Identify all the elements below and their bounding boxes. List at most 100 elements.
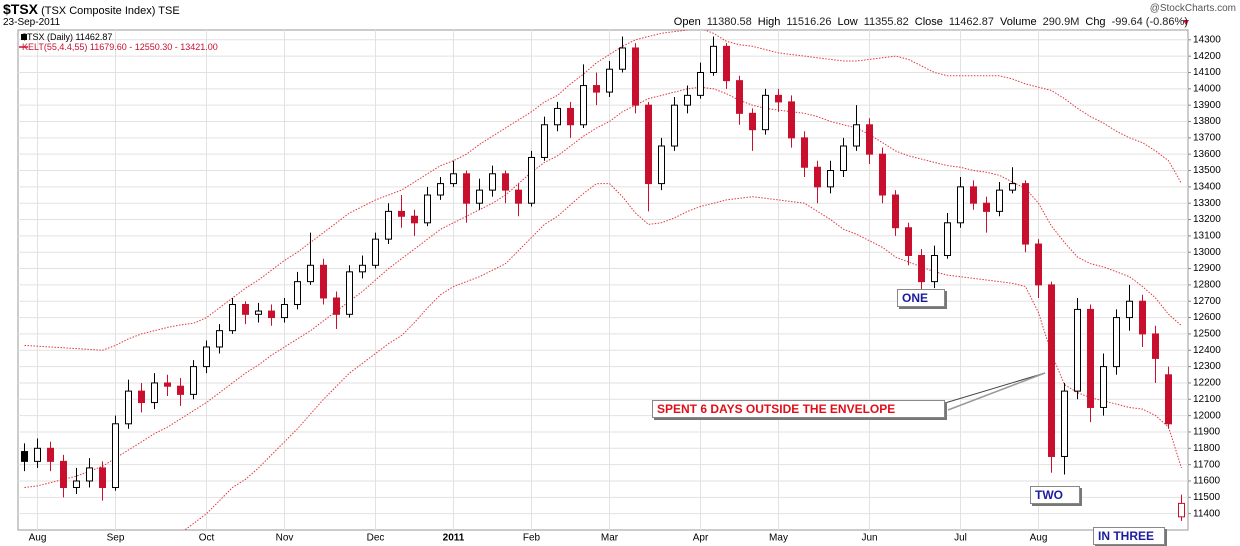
candle-body: [1087, 308, 1094, 408]
candle-body: [450, 173, 457, 185]
candle-body: [346, 271, 353, 315]
candle-body: [281, 304, 288, 319]
candle-body: [424, 194, 431, 224]
candle-body: [840, 145, 847, 172]
y-tick-label: 12600: [1193, 312, 1221, 323]
candle-body: [528, 156, 535, 204]
candle-body: [723, 45, 730, 82]
candle-body: [814, 166, 821, 188]
candle-body: [970, 186, 977, 204]
candle-body: [983, 202, 990, 212]
candle-body: [229, 304, 236, 332]
candle-body: [567, 107, 574, 126]
candle-body: [60, 460, 67, 489]
candle-body: [788, 101, 795, 139]
candle-body: [684, 94, 691, 106]
stat-label: Low: [837, 16, 858, 28]
candle-body: [866, 124, 873, 155]
candle-body: [541, 124, 548, 158]
legend-entry: KELT(55,4.4,55) 11679.60 - 12550.30 - 13…: [22, 42, 218, 52]
date: 23-Sep-2011: [3, 17, 61, 28]
y-tick-label: 11500: [1193, 492, 1221, 503]
candle-body: [1074, 308, 1081, 392]
stat-label: Open: [673, 16, 701, 28]
stat-label: Chg: [1085, 16, 1106, 28]
candle-body: [957, 186, 964, 224]
candle-body: [944, 222, 951, 256]
candle-body: [606, 68, 613, 93]
y-tick-label: 14200: [1193, 51, 1221, 62]
candle-body: [359, 264, 366, 273]
candle-body: [879, 153, 886, 196]
candle-body: [554, 107, 561, 126]
candle-body: [307, 264, 314, 283]
candle-body: [801, 137, 808, 168]
legend-entry: $TSX (Daily) 11462.87: [22, 32, 113, 42]
y-tick-label: 12100: [1193, 394, 1221, 405]
annotation: SPENT 6 DAYS OUTSIDE THE ENVELOPE: [652, 400, 945, 418]
x-tick-label: Dec: [367, 533, 385, 544]
y-tick-label: 13500: [1193, 165, 1221, 176]
stat-label: Volume: [999, 16, 1037, 28]
candle-body: [1035, 243, 1042, 286]
y-tick-label: 13600: [1193, 149, 1221, 160]
candle-body: [203, 346, 210, 368]
x-tick-label: Aug: [29, 533, 47, 544]
overlay-line: [184, 183, 1182, 530]
candle-body: [398, 210, 405, 217]
candle-body: [619, 47, 626, 70]
y-tick-label: 13200: [1193, 214, 1221, 225]
candle-body: [853, 124, 860, 147]
candle-body: [86, 467, 93, 482]
stat-value: 11355.82: [863, 16, 909, 28]
stat-value: 11462.87: [948, 16, 994, 28]
candle-body: [645, 104, 652, 185]
x-tick-label: May: [769, 533, 788, 544]
y-tick-label: 13700: [1193, 132, 1221, 143]
y-tick-label: 11700: [1193, 459, 1221, 470]
candle-body: [632, 47, 639, 106]
candle-body: [216, 330, 223, 348]
y-tick-label: 11400: [1193, 508, 1221, 519]
candle-body: [47, 447, 54, 462]
candle-body: [658, 145, 665, 185]
x-tick-label: Sep: [107, 533, 125, 544]
candle-body: [1048, 284, 1055, 457]
candle-body: [671, 104, 678, 147]
candle-body: [1100, 366, 1107, 408]
candle-body: [1126, 300, 1133, 319]
y-tick-label: 14300: [1193, 34, 1221, 45]
stat-value: 11380.58: [706, 16, 752, 28]
candle-body: [294, 281, 301, 306]
stats: Open 11380.58 High 11516.26 Low 11355.82 Close…: [674, 16, 1188, 28]
candle-body: [372, 238, 379, 266]
candle-body: [1061, 390, 1068, 457]
x-tick-label: Aug: [1030, 533, 1048, 544]
candle-body: [242, 304, 249, 315]
candle-body: [1009, 183, 1016, 191]
plot-area: [17, 29, 1189, 531]
x-tick-label: Jul: [954, 533, 967, 544]
candle-body: [489, 173, 496, 191]
y-tick-label: 12000: [1193, 410, 1221, 421]
overlay-line: [24, 86, 1182, 488]
axis-group: 11400 11500 11600 11700 11800 11900 12000 12100…: [29, 34, 1222, 543]
x-tick-label: Feb: [523, 533, 541, 544]
candle-body: [593, 85, 600, 93]
candle-body: [931, 254, 938, 283]
candle-body: [138, 390, 145, 404]
candle-body: [125, 390, 132, 425]
x-tick-label: Nov: [276, 533, 294, 544]
candle-body: [268, 310, 275, 319]
y-tick-label: 13400: [1193, 182, 1221, 193]
candle-body: [164, 382, 171, 387]
candle-body: [21, 451, 28, 462]
symbol: $TSX: [3, 1, 39, 17]
x-tick-label: Apr: [693, 533, 709, 544]
candle-body: [697, 71, 704, 96]
candle-body: [320, 264, 327, 299]
candle-body: [1165, 374, 1172, 425]
exchange: TSE: [158, 5, 180, 17]
